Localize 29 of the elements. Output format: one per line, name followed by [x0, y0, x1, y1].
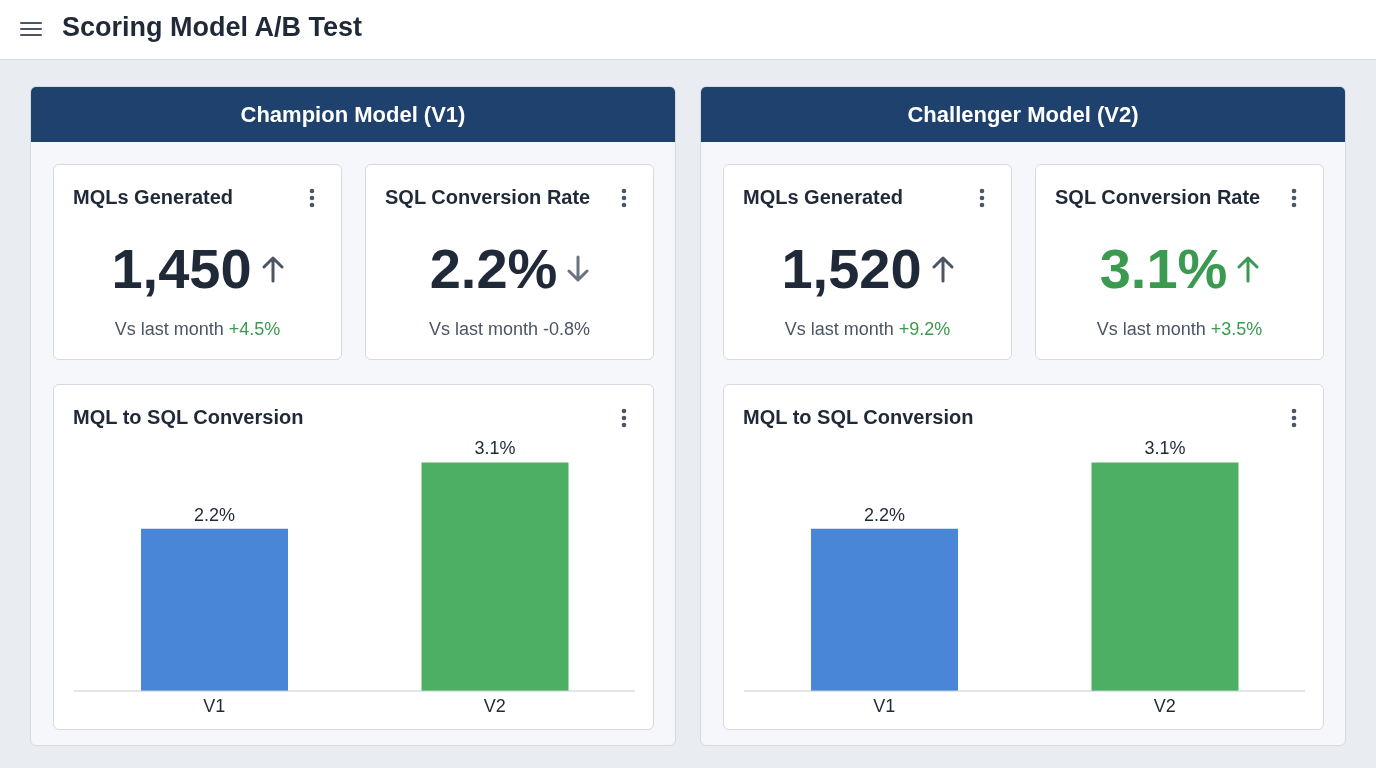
- data-label: 2.2%: [193, 504, 236, 525]
- x-tick-label: V2: [1153, 695, 1176, 716]
- text: 2.2%: [429, 237, 558, 301]
- text: SQL Conversion Rate: [1055, 186, 1261, 209]
- x-tick-label: V1: [873, 695, 896, 716]
- text: Champion Model (V1): [31, 87, 675, 142]
- data-label: 3.1%: [474, 438, 516, 459]
- text: Vs last month: [428, 319, 538, 339]
- text: 1,450: [111, 237, 252, 301]
- text: +4.5%: [228, 319, 281, 339]
- text: 3.1%: [1099, 237, 1228, 301]
- text: Vs last month: [784, 319, 894, 339]
- chart-title: MQL to SQL Conversion: [743, 406, 974, 429]
- x-tick-label: V1: [203, 695, 226, 716]
- text: Vs last month: [1096, 319, 1206, 339]
- text: MQLs Generated: [73, 186, 234, 209]
- text: Scoring Model A/B Test: [62, 12, 363, 43]
- text: -0.8%: [543, 319, 591, 339]
- data-label: 2.2%: [863, 504, 906, 525]
- text: MQLs Generated: [743, 186, 904, 209]
- chart-title: MQL to SQL Conversion: [73, 406, 304, 429]
- data-label: 3.1%: [1144, 438, 1186, 459]
- text: +9.2%: [898, 319, 951, 339]
- text: Challenger Model (V2): [701, 87, 1345, 142]
- text: Vs last month: [114, 319, 224, 339]
- x-tick-label: V2: [483, 695, 506, 716]
- text: 1,520: [781, 237, 922, 301]
- text: SQL Conversion Rate: [385, 186, 591, 209]
- text: +3.5%: [1210, 319, 1263, 339]
